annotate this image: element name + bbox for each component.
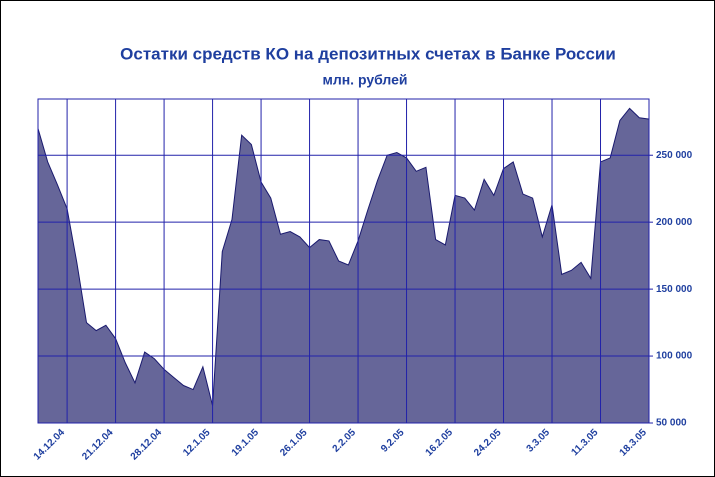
plot-border (37, 98, 650, 424)
chart-subtitle: млн. рублей (322, 72, 407, 88)
y-tick-label: 100 000 (656, 351, 693, 362)
y-tick-label: 200 000 (656, 217, 693, 228)
chart-title: Остатки средств КО на депозитных счетах … (120, 44, 616, 63)
y-tick-label: 150 000 (656, 284, 693, 295)
y-tick-label: 50 000 (656, 418, 687, 429)
area (37, 107, 650, 424)
y-tick-label: 250 000 (656, 150, 693, 161)
